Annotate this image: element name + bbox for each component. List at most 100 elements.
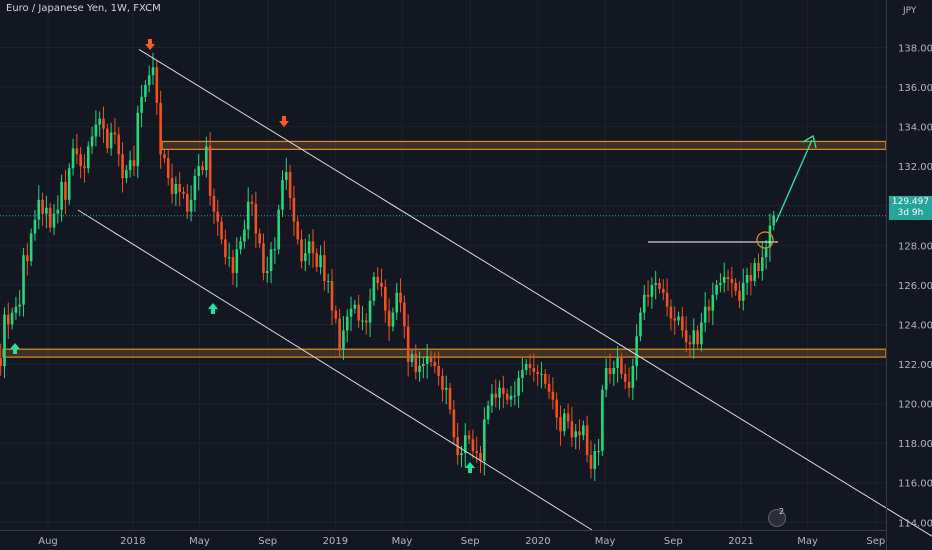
candle-body — [422, 364, 425, 367]
x-tick-label: 2021 — [728, 536, 753, 547]
candle-body — [559, 417, 562, 432]
candle-body — [319, 255, 322, 268]
candle-body — [566, 413, 570, 422]
candle-body — [578, 431, 581, 436]
candle-body — [513, 395, 517, 397]
y-tick-label: 128.000 — [898, 241, 932, 252]
candle-body — [159, 102, 162, 155]
candle-body — [658, 282, 661, 289]
candle-body — [460, 453, 463, 456]
candle-body — [7, 314, 10, 325]
candle-body — [75, 148, 79, 155]
candle-body — [418, 366, 421, 372]
candle-body — [125, 170, 128, 179]
candle-body — [288, 172, 292, 198]
candle-body — [357, 304, 360, 321]
candle-body — [429, 356, 433, 363]
candle-body — [665, 292, 669, 307]
x-tick-label: Sep — [866, 536, 885, 547]
candle-body — [620, 358, 623, 374]
candle-body — [102, 118, 105, 129]
candle-body — [543, 373, 547, 384]
candle-body — [67, 168, 71, 200]
candle-body — [441, 375, 444, 390]
arrow-up-icon — [10, 343, 20, 354]
candle-body — [391, 312, 395, 327]
currency-label: JPY — [903, 6, 917, 16]
candle-body — [764, 247, 768, 258]
candle-body — [166, 158, 170, 179]
candle-body — [585, 425, 589, 456]
candle-body — [170, 178, 174, 194]
candle-body — [722, 276, 726, 283]
candle-body — [467, 435, 471, 440]
x-tick-label: May — [797, 536, 818, 547]
price-tag-countdown: 3d 9h — [897, 208, 924, 218]
candle-body — [330, 280, 334, 311]
candle-body — [384, 286, 387, 311]
candle-body — [353, 304, 357, 309]
candle-body — [410, 354, 414, 363]
candle-body — [0, 358, 2, 367]
x-tick-label: May — [189, 536, 210, 547]
candle-body — [650, 284, 654, 297]
candle-body — [86, 146, 90, 169]
candle-body — [768, 225, 772, 248]
candle-body — [642, 294, 646, 313]
candle-body — [33, 219, 37, 234]
arrow-up-icon — [208, 303, 218, 314]
candle-body — [197, 166, 201, 177]
y-tick-label: 120.000 — [898, 400, 932, 411]
candle-body — [83, 166, 86, 169]
candle-body — [403, 302, 406, 327]
candle-body — [681, 316, 684, 331]
x-tick-label: Sep — [461, 536, 480, 547]
candle-body — [144, 85, 147, 97]
candle-body — [380, 282, 383, 287]
candle-body — [136, 112, 140, 167]
tradingview-logo-icon[interactable] — [768, 509, 786, 527]
candle-body — [627, 381, 631, 388]
price-tag-value: 129.497 — [891, 197, 930, 207]
candle-body — [3, 314, 6, 367]
y-tick-label: 118.000 — [898, 439, 932, 450]
candle-body — [193, 176, 197, 200]
candle-body — [715, 284, 718, 295]
candle-body — [45, 207, 48, 214]
y-tick-label: 122.000 — [898, 360, 932, 371]
candle-body — [48, 207, 52, 228]
candle-body — [361, 320, 364, 322]
y-tick-label: 116.000 — [898, 479, 932, 490]
candle-body — [262, 243, 265, 274]
candle-body — [254, 203, 258, 234]
candle-body — [547, 383, 551, 392]
candle-body — [700, 322, 703, 345]
candle-body — [673, 318, 677, 321]
resistance-zone — [161, 140, 887, 150]
x-tick-label: Aug — [38, 536, 58, 547]
candle-body — [246, 201, 250, 230]
candle-body — [90, 136, 94, 147]
candle-body — [37, 199, 41, 220]
breakout-circle — [756, 231, 774, 249]
candle-body — [201, 166, 204, 171]
grid — [0, 0, 886, 530]
candle-body — [601, 389, 604, 452]
candle-body — [483, 419, 486, 461]
candle-body — [235, 249, 239, 274]
candle-body — [311, 241, 315, 254]
candle-body — [502, 387, 505, 394]
candle-body — [364, 320, 368, 323]
candle-body — [18, 304, 22, 307]
candle-body — [631, 366, 635, 388]
candle-body — [395, 292, 399, 313]
candle-body — [269, 249, 273, 272]
candle-body — [14, 306, 18, 313]
candle-body — [52, 213, 56, 228]
candle-body — [132, 160, 136, 167]
candle-body — [300, 239, 303, 262]
candle-body — [285, 172, 288, 181]
candle-body — [761, 257, 764, 272]
target-arrowhead-icon — [802, 134, 817, 149]
candle-body — [517, 377, 520, 396]
